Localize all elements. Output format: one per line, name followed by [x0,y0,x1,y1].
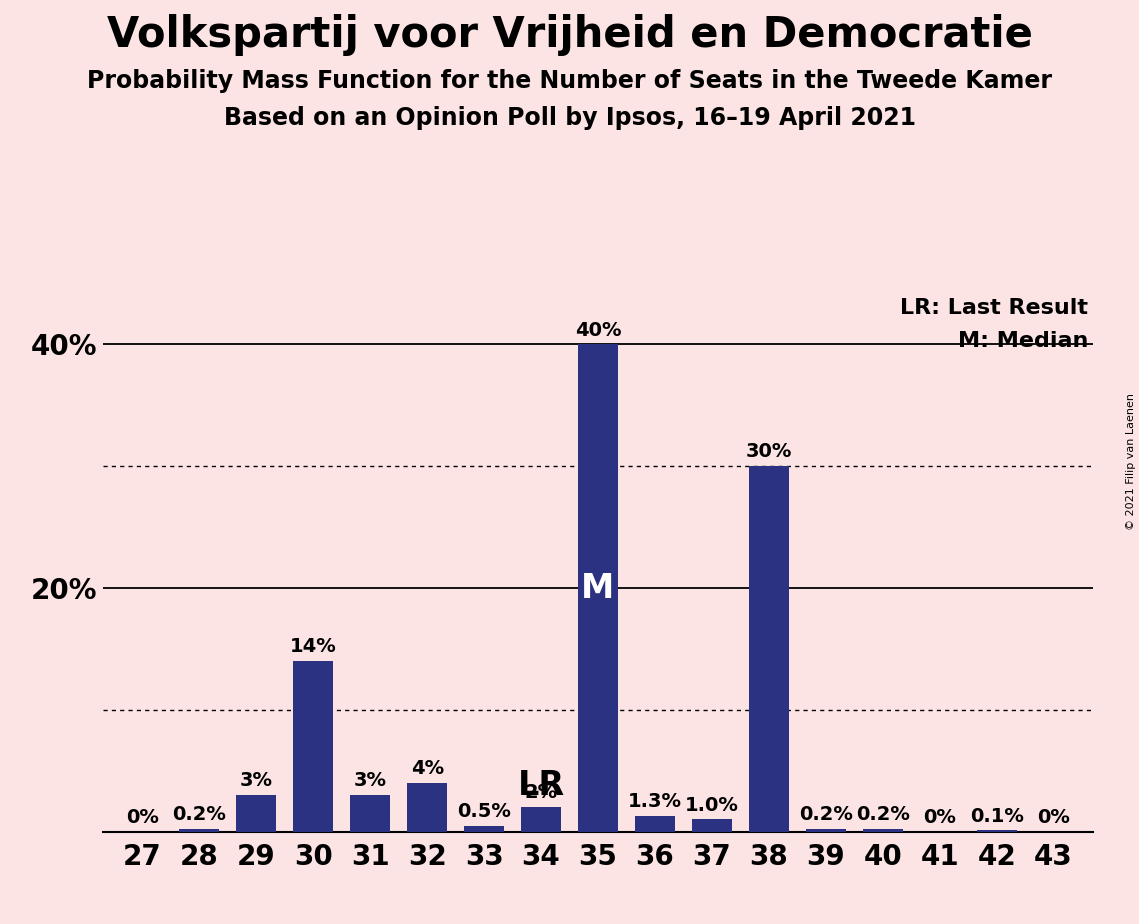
Text: 4%: 4% [410,759,444,778]
Bar [863,829,903,832]
Bar [636,816,674,832]
Text: Based on an Opinion Poll by Ipsos, 16–19 April 2021: Based on an Opinion Poll by Ipsos, 16–19… [223,106,916,130]
Text: © 2021 Filip van Laenen: © 2021 Filip van Laenen [1125,394,1136,530]
Text: Volkspartij voor Vrijheid en Democratie: Volkspartij voor Vrijheid en Democratie [107,14,1032,55]
Text: 0.2%: 0.2% [855,806,910,824]
Bar [522,808,562,832]
Bar [465,825,505,832]
Bar [408,783,448,832]
Text: LR: Last Result: LR: Last Result [901,298,1089,319]
Bar [806,829,845,832]
Text: M: M [581,572,615,604]
Text: 3%: 3% [240,772,272,790]
Bar [237,795,277,832]
Bar [294,661,334,832]
Bar [749,467,789,832]
Text: 14%: 14% [289,638,337,656]
Text: 0%: 0% [924,808,956,827]
Bar [180,829,220,832]
Text: 0%: 0% [1038,808,1070,827]
Bar [693,820,732,832]
Text: 0.2%: 0.2% [172,806,227,824]
Text: 0%: 0% [126,808,158,827]
Text: 0.1%: 0.1% [969,807,1024,825]
Text: 0.2%: 0.2% [798,806,853,824]
Text: 30%: 30% [746,443,792,461]
Text: 0.5%: 0.5% [457,802,511,821]
Text: 1.0%: 1.0% [685,796,739,815]
Text: 2%: 2% [524,784,558,802]
Text: LR: LR [517,770,565,802]
Bar [351,795,391,832]
Bar [977,831,1017,832]
Text: 40%: 40% [575,321,621,339]
Text: Probability Mass Function for the Number of Seats in the Tweede Kamer: Probability Mass Function for the Number… [87,69,1052,93]
Text: 1.3%: 1.3% [628,792,682,811]
Bar [579,345,617,832]
Text: M: Median: M: Median [958,331,1089,350]
Text: 3%: 3% [354,772,386,790]
